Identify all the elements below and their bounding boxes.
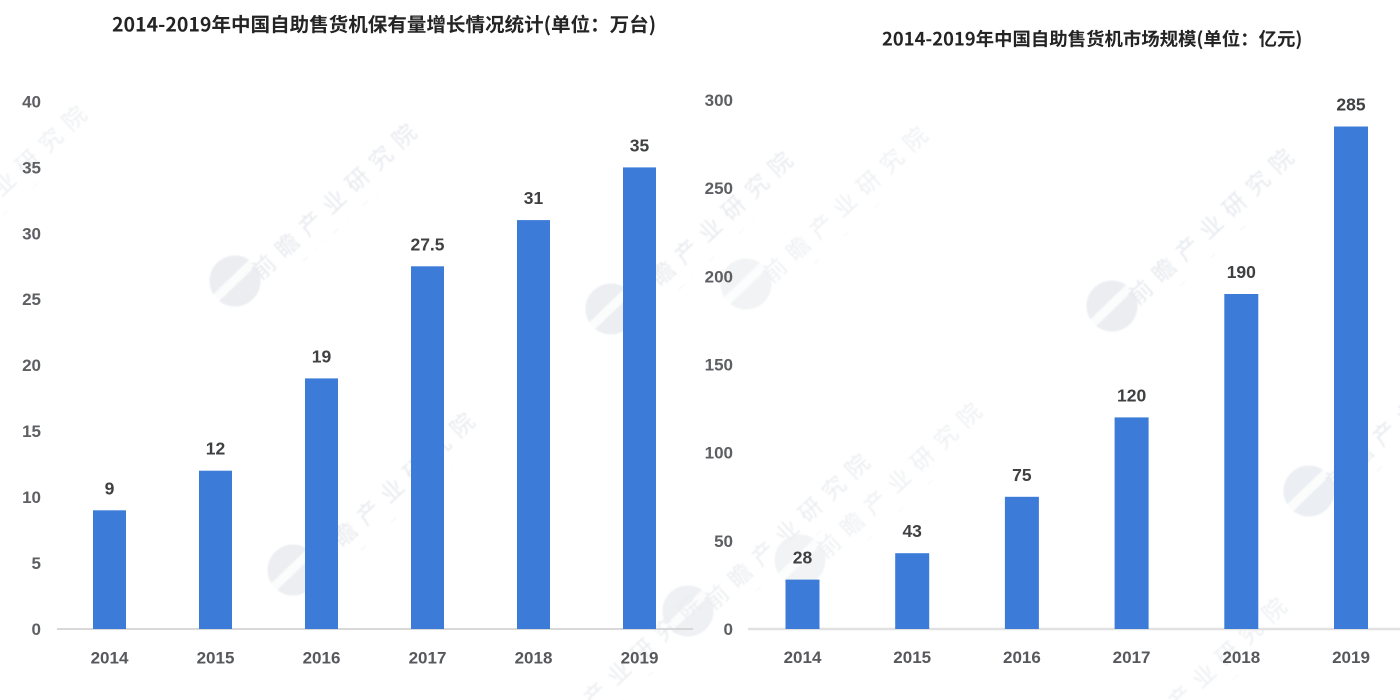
svg-text:2019: 2019 (1332, 648, 1370, 667)
svg-text:300: 300 (705, 91, 733, 110)
svg-text:2017: 2017 (409, 649, 447, 668)
svg-text:190: 190 (1227, 262, 1256, 282)
svg-text:9: 9 (105, 478, 115, 498)
svg-text:2015: 2015 (893, 648, 931, 667)
svg-text:30: 30 (22, 224, 41, 243)
svg-text:10: 10 (22, 488, 41, 507)
svg-text:2016: 2016 (303, 649, 341, 668)
svg-text:19: 19 (312, 346, 332, 366)
svg-text:100: 100 (705, 444, 733, 463)
svg-text:40: 40 (22, 92, 41, 111)
svg-text:31: 31 (524, 188, 544, 208)
svg-text:50: 50 (714, 532, 733, 551)
svg-text:35: 35 (630, 135, 650, 155)
svg-text:0: 0 (724, 620, 733, 639)
svg-text:0: 0 (32, 620, 41, 639)
svg-text:2014: 2014 (91, 649, 129, 668)
svg-text:2017: 2017 (1113, 648, 1151, 667)
svg-text:285: 285 (1336, 95, 1365, 115)
svg-text:43: 43 (902, 521, 922, 541)
svg-text:2019: 2019 (621, 649, 659, 668)
svg-text:15: 15 (22, 422, 41, 441)
svg-text:27.5: 27.5 (410, 234, 444, 254)
svg-text:35: 35 (22, 158, 41, 177)
svg-text:250: 250 (705, 179, 733, 198)
svg-text:200: 200 (705, 267, 733, 286)
svg-text:2014: 2014 (784, 648, 822, 667)
svg-text:2018: 2018 (1222, 648, 1260, 667)
svg-text:25: 25 (22, 290, 41, 309)
svg-text:2018: 2018 (515, 649, 553, 668)
svg-text:150: 150 (705, 356, 733, 375)
svg-text:120: 120 (1117, 385, 1146, 405)
svg-text:75: 75 (1012, 465, 1032, 485)
svg-text:20: 20 (22, 356, 41, 375)
svg-text:2015: 2015 (197, 649, 235, 668)
svg-text:28: 28 (793, 548, 813, 568)
svg-text:5: 5 (32, 554, 41, 573)
svg-text:2016: 2016 (1003, 648, 1041, 667)
svg-text:12: 12 (206, 439, 226, 459)
